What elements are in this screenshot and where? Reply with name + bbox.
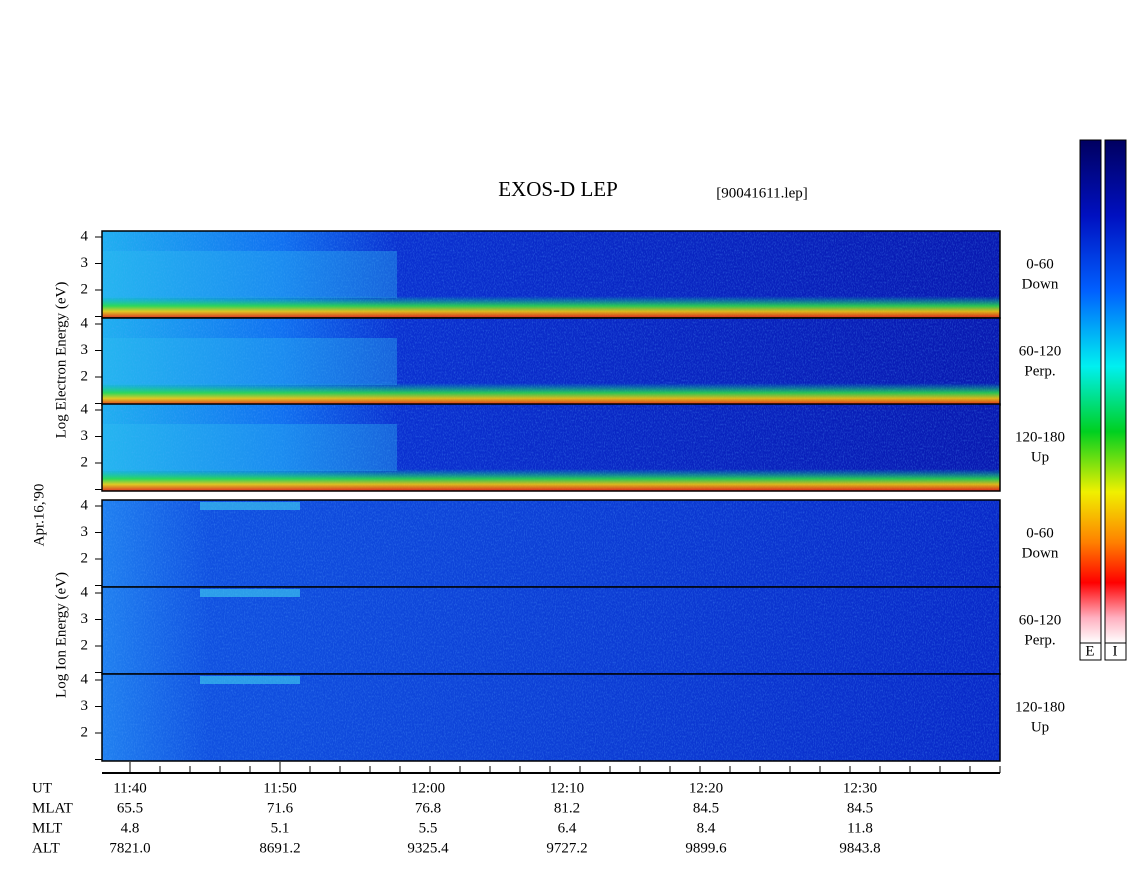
y-tick-label: 4	[81, 497, 89, 513]
spectrogram-band	[200, 589, 300, 597]
file-name: [90041611.lep]	[716, 185, 808, 201]
colorbar	[1079, 139, 1102, 644]
y-axis-label: Log Ion Energy (eV)	[53, 572, 69, 698]
row-value: 8.4	[697, 820, 716, 836]
y-tick-label: 3	[81, 342, 89, 358]
y-tick-label: 4	[81, 671, 89, 687]
row-value: 8691.2	[259, 840, 300, 856]
colorbar-label: I	[1113, 643, 1118, 659]
pitch-range: 0-60	[1026, 525, 1054, 541]
row-value: 9843.8	[839, 840, 880, 856]
spectrogram-band	[102, 469, 1000, 491]
y-tick-label: 2	[81, 724, 89, 740]
row-value: 12:30	[843, 780, 877, 796]
row-value: 11:40	[113, 780, 147, 796]
y-tick-label: 4	[81, 584, 89, 600]
row-value: 4.8	[121, 820, 140, 836]
spectrogram-band	[102, 383, 1000, 405]
spectrogram-band	[200, 676, 300, 684]
y-tick-label: 3	[81, 524, 89, 540]
pitch-direction: Down	[1022, 276, 1059, 292]
y-tick-label: 2	[81, 637, 89, 653]
y-axis-label: Log Electron Energy (eV)	[53, 282, 69, 439]
y-tick-label: 2	[81, 550, 89, 566]
row-value: 6.4	[558, 820, 577, 836]
panel-frame	[101, 673, 1001, 762]
pitch-direction: Down	[1022, 545, 1059, 561]
row-value: 81.2	[554, 800, 580, 816]
row-value: 84.5	[847, 800, 873, 816]
row-value: 9727.2	[546, 840, 587, 856]
y-tick-label: 3	[81, 698, 89, 714]
title: EXOS-D LEP	[498, 177, 618, 201]
colorbar	[1104, 139, 1127, 644]
y-tick-label: 3	[81, 255, 89, 271]
spectrogram-band	[200, 502, 300, 510]
y-tick-label: 3	[81, 611, 89, 627]
date-label: Apr.16,'90	[31, 484, 47, 547]
spectrogram-band	[102, 251, 397, 298]
row-value: 7821.0	[109, 840, 150, 856]
row-value: 11:50	[263, 780, 297, 796]
spectrogram-band	[102, 338, 397, 385]
colorbar-box	[1079, 642, 1102, 661]
pitch-direction: Up	[1031, 719, 1049, 735]
spectrogram-band	[102, 296, 1000, 318]
row-value: 11.8	[847, 820, 873, 836]
spectrogram-noise	[102, 500, 1000, 587]
pitch-range: 60-120	[1019, 612, 1062, 628]
row-value: 65.5	[117, 800, 143, 816]
y-tick-label: 2	[81, 454, 89, 470]
pitch-direction: Perp.	[1024, 632, 1055, 648]
pitch-direction: Perp.	[1024, 363, 1055, 379]
y-tick-label: 4	[81, 401, 89, 417]
colorbar-box	[1104, 642, 1127, 661]
spectrogram-band	[102, 424, 397, 471]
panel-frame	[101, 403, 1001, 492]
y-tick-label: 4	[81, 228, 89, 244]
row-value: 9899.6	[685, 840, 727, 856]
row-value: 12:10	[550, 780, 584, 796]
spectrogram-noise	[102, 674, 1000, 761]
pitch-range: 60-120	[1019, 343, 1062, 359]
row-value: 5.1	[271, 820, 290, 836]
pitch-direction: Up	[1031, 449, 1049, 465]
spectrogram-noise	[102, 587, 1000, 674]
y-tick-label: 3	[81, 428, 89, 444]
row-value: 84.5	[693, 800, 719, 816]
pitch-range: 0-60	[1026, 256, 1054, 272]
row-value: 12:20	[689, 780, 723, 796]
colorbar-label: E	[1085, 643, 1094, 659]
row-label: MLAT	[32, 800, 73, 816]
row-value: 12:00	[411, 780, 445, 796]
row-value: 71.6	[267, 800, 294, 816]
row-label: UT	[32, 780, 52, 796]
y-tick-label: 2	[81, 368, 89, 384]
row-value: 76.8	[415, 800, 441, 816]
pitch-range: 120-180	[1015, 429, 1065, 445]
row-label: MLT	[32, 820, 62, 836]
y-tick-label: 2	[81, 281, 89, 297]
pitch-range: 120-180	[1015, 699, 1065, 715]
row-label: ALT	[32, 840, 60, 856]
y-tick-label: 4	[81, 315, 89, 331]
row-value: 9325.4	[407, 840, 449, 856]
row-value: 5.5	[419, 820, 438, 836]
